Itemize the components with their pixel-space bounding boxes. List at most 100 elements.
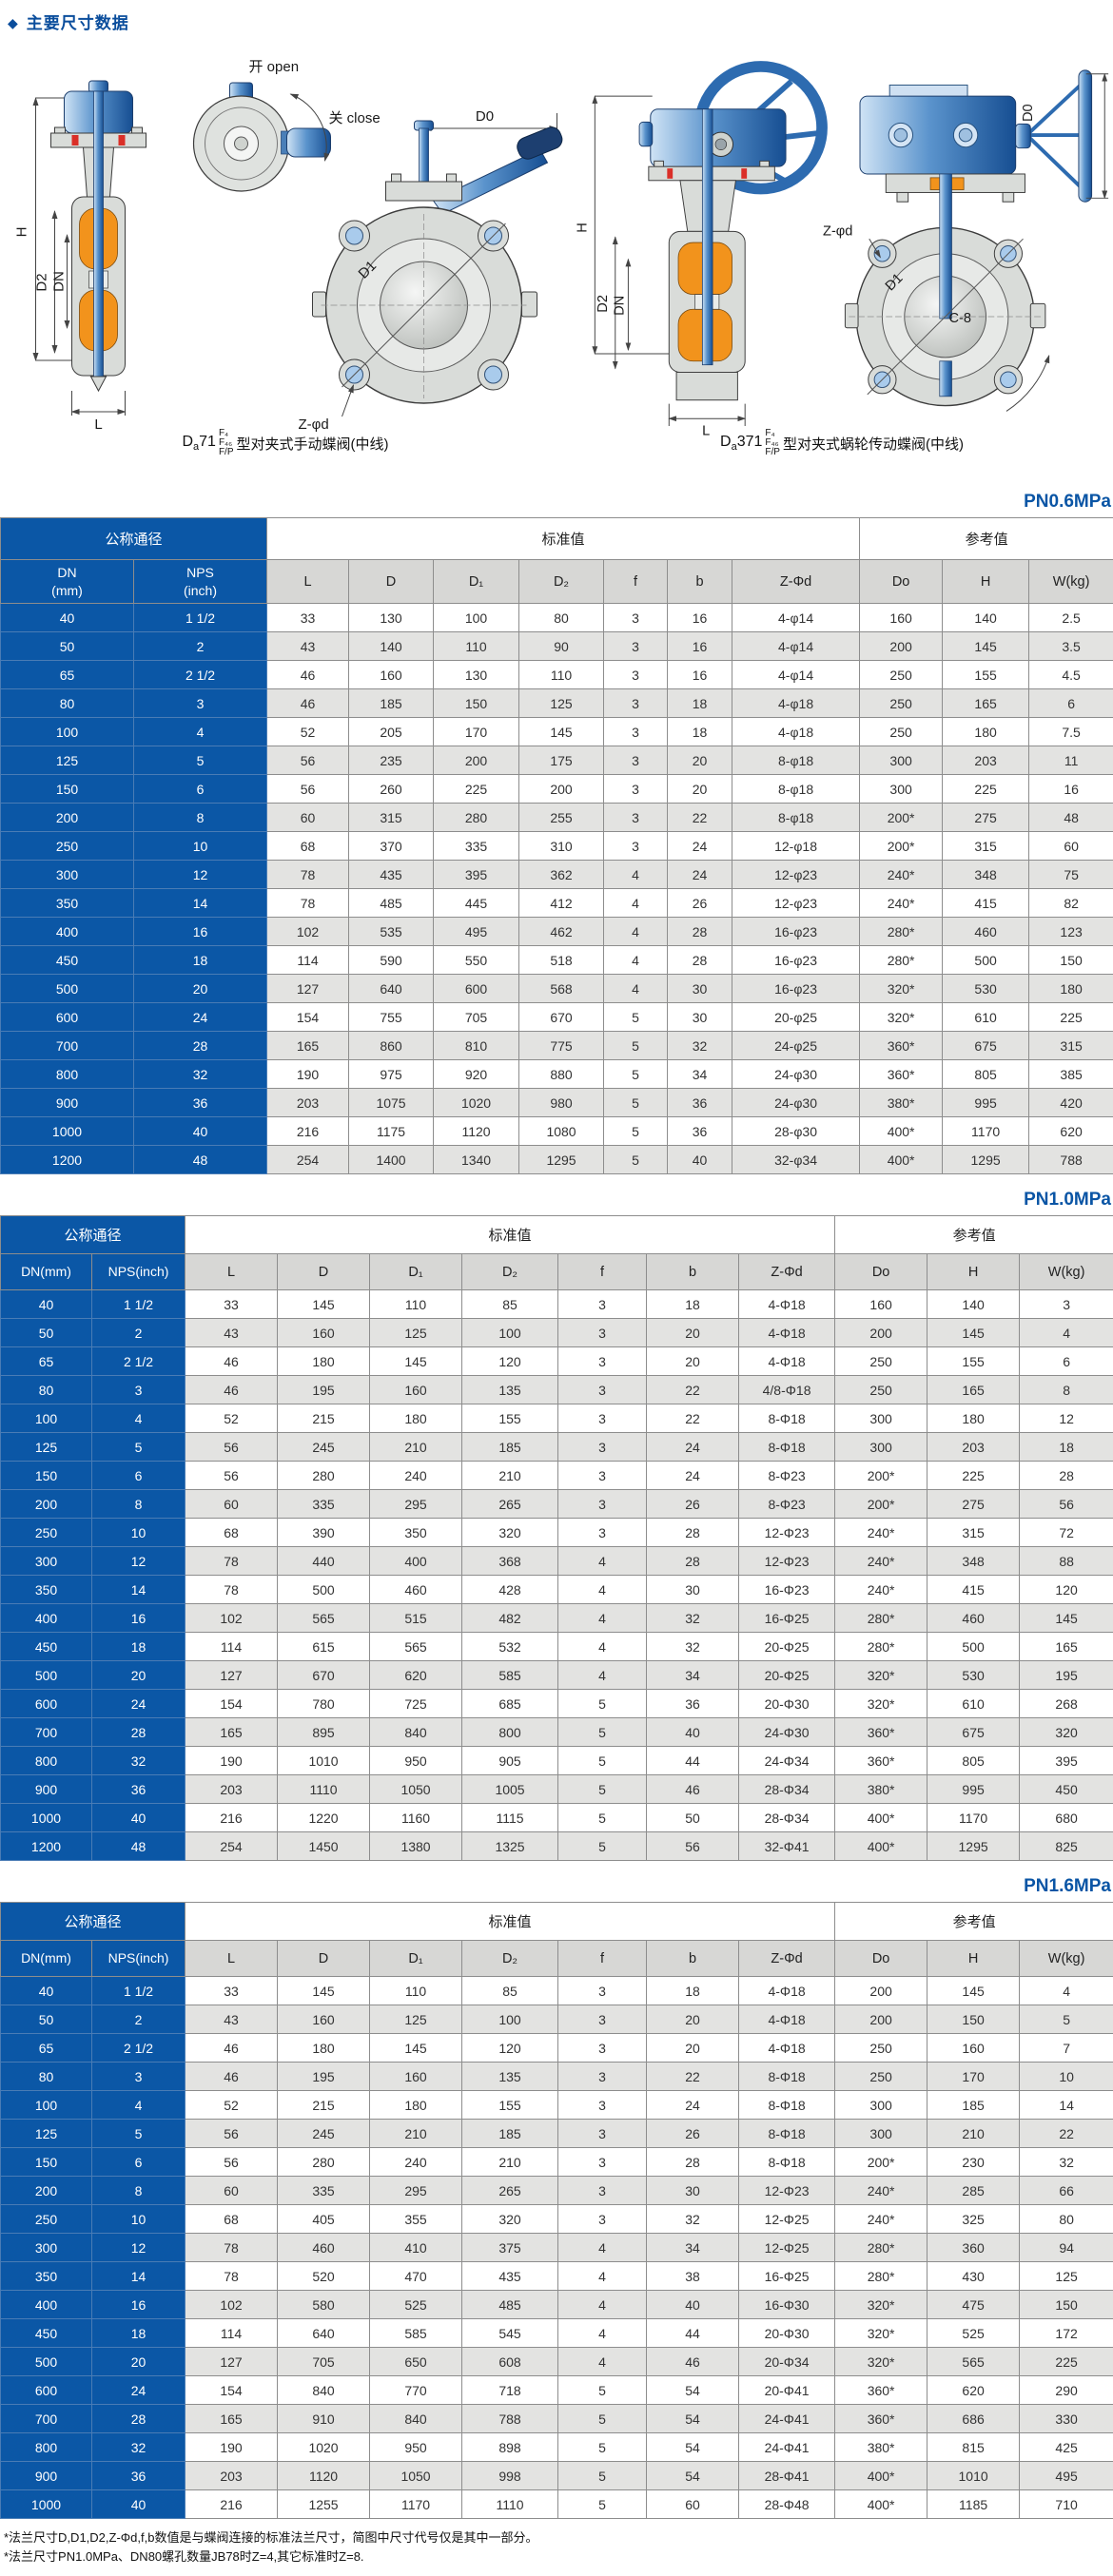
value-cell: 110 xyxy=(369,1976,463,2005)
value-cell: 4-Φ18 xyxy=(738,2033,836,2063)
gearbox-front xyxy=(859,95,1017,175)
value-cell: 475 xyxy=(927,2290,1021,2319)
value-cell: 718 xyxy=(461,2375,559,2405)
value-cell: 154 xyxy=(185,2375,279,2405)
value-cell: 3 xyxy=(557,2062,648,2091)
value-cell: 3 xyxy=(603,603,669,632)
value-cell: 710 xyxy=(1019,2489,1113,2519)
value-cell: 435 xyxy=(348,860,435,889)
value-cell: 495 xyxy=(433,917,520,946)
value-cell: 185 xyxy=(348,688,435,718)
value-cell: 5 xyxy=(603,1002,669,1032)
value-cell: 160 xyxy=(348,660,435,689)
value-cell: 425 xyxy=(1019,2432,1113,2462)
value-cell: 245 xyxy=(277,2119,371,2148)
value-cell: 705 xyxy=(433,1002,520,1032)
value-cell: 200 xyxy=(433,746,520,775)
value-cell: 800 xyxy=(461,1717,559,1747)
value-cell: 395 xyxy=(433,860,520,889)
figure-gear-valve: H xyxy=(571,37,1113,482)
value-cell: 26 xyxy=(646,2119,740,2148)
value-cell: 615 xyxy=(277,1632,371,1661)
value-cell: 620 xyxy=(369,1660,463,1690)
value-cell: 995 xyxy=(942,1088,1030,1117)
table-row: 100 4 52 215 180 155 3 22 8-Φ18 300 180 12 xyxy=(0,1404,1113,1433)
dn-cell: 400 xyxy=(0,2290,92,2319)
value-cell: 24 xyxy=(646,2090,740,2120)
valve-stem xyxy=(701,108,713,366)
nps-cell: 24 xyxy=(132,1002,268,1032)
dim-label-dn: DN xyxy=(613,296,628,316)
value-cell: 26 xyxy=(667,888,733,918)
dn-cell: 125 xyxy=(0,746,134,775)
value-cell: 125 xyxy=(518,688,605,718)
value-cell: 240* xyxy=(834,2204,928,2234)
value-cell: 28 xyxy=(667,917,733,946)
dn-cell: 100 xyxy=(0,1404,92,1433)
seal-mark xyxy=(118,135,126,145)
table-row: 100 4 52 215 180 155 3 24 8-Φ18 300 185 14 xyxy=(0,2090,1113,2120)
value-cell: 154 xyxy=(185,1689,279,1718)
column-group-header: 公称通径 xyxy=(0,1902,186,1941)
value-cell: 280* xyxy=(834,1632,928,1661)
value-cell: 28-Φ34 xyxy=(738,1803,836,1832)
table-row: 900 36 203 1075 1020 980 5 36 24-φ30 380* 995 420 xyxy=(0,1088,1113,1117)
value-cell: 180 xyxy=(942,717,1030,746)
bottom-flange xyxy=(675,372,738,401)
dim-label-h: H xyxy=(576,223,591,233)
value-cell: 145 xyxy=(369,1346,463,1376)
value-cell: 18 xyxy=(646,1976,740,2005)
value-cell: 495 xyxy=(1019,2461,1113,2490)
value-cell: 4-Φ18 xyxy=(738,1318,836,1347)
value-cell: 825 xyxy=(1019,1831,1113,1861)
value-cell: 500 xyxy=(927,1632,1021,1661)
table-row: 150 6 56 280 240 210 3 28 8-Φ18 200* 230 32 xyxy=(0,2147,1113,2177)
value-cell: 788 xyxy=(1028,1145,1113,1174)
value-cell: 46 xyxy=(185,1375,279,1404)
value-cell: 600 xyxy=(433,974,520,1003)
value-cell: 215 xyxy=(277,2090,371,2120)
value-cell: 165 xyxy=(942,688,1030,718)
liner-variants: F₄ F₄₆ F/P xyxy=(218,428,234,457)
value-cell: 16 xyxy=(667,631,733,661)
value-cell: 24-φ30 xyxy=(732,1088,861,1117)
value-cell: 535 xyxy=(348,917,435,946)
value-cell: 216 xyxy=(185,1803,279,1832)
value-cell: 3 xyxy=(603,746,669,775)
value-cell: 300 xyxy=(834,2119,928,2148)
value-cell: 395 xyxy=(1019,1746,1113,1775)
dn-cell: 500 xyxy=(0,974,134,1003)
dim-label-d0: D0 xyxy=(476,108,494,125)
value-cell: 32 xyxy=(646,1603,740,1633)
value-cell: 585 xyxy=(369,2318,463,2348)
value-cell: 4 xyxy=(557,2318,648,2348)
value-cell: 435 xyxy=(461,2261,559,2291)
nps-cell: 12 xyxy=(132,860,268,889)
column-header: DN(mm) xyxy=(0,1940,92,1977)
nps-cell: 2 1/2 xyxy=(90,2033,186,2063)
value-cell: 482 xyxy=(461,1603,559,1633)
value-cell: 1075 xyxy=(348,1088,435,1117)
value-cell: 125 xyxy=(369,1318,463,1347)
value-cell: 4 xyxy=(1019,1318,1113,1347)
value-cell: 3 xyxy=(557,1375,648,1404)
nps-cell: 28 xyxy=(90,1717,186,1747)
value-cell: 200 xyxy=(518,774,605,804)
column-header: D₂ xyxy=(461,1253,559,1290)
value-cell: 28-φ30 xyxy=(732,1116,861,1146)
open-label: 开 open xyxy=(249,59,300,75)
value-cell: 3 xyxy=(557,1461,648,1490)
dn-cell: 600 xyxy=(0,1689,92,1718)
value-cell: 705 xyxy=(277,2347,371,2376)
value-cell: 880 xyxy=(518,1059,605,1089)
value-cell: 770 xyxy=(369,2375,463,2405)
table-row: 900 36 203 1110 1050 1005 5 46 28-Φ34 380* 995 450 xyxy=(0,1774,1113,1804)
value-cell: 80 xyxy=(1019,2204,1113,2234)
nps-cell: 20 xyxy=(90,2347,186,2376)
nps-cell: 16 xyxy=(90,2290,186,2319)
value-cell: 1170 xyxy=(369,2489,463,2519)
value-cell: 66 xyxy=(1019,2176,1113,2205)
column-header: D xyxy=(277,1253,371,1290)
nps-cell: 5 xyxy=(90,2119,186,2148)
value-cell: 590 xyxy=(348,945,435,975)
